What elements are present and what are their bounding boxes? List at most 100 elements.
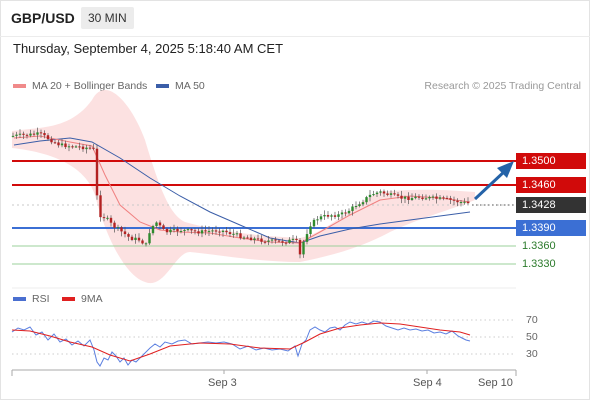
candle-body bbox=[382, 191, 386, 194]
candle-body bbox=[267, 240, 270, 242]
candle-body bbox=[60, 143, 64, 146]
candle-body bbox=[291, 238, 295, 240]
candle-body bbox=[277, 240, 281, 242]
candle-body bbox=[379, 191, 382, 193]
candle-body bbox=[92, 147, 95, 149]
candle-body bbox=[113, 222, 116, 228]
candle-body bbox=[120, 227, 123, 232]
legend-rsi-label: RSI bbox=[32, 293, 50, 305]
candle-body bbox=[256, 238, 260, 240]
price-candles bbox=[11, 127, 470, 259]
candle-body bbox=[298, 239, 302, 255]
candle-body bbox=[386, 193, 389, 195]
candle-body bbox=[32, 133, 36, 135]
candle-body bbox=[228, 232, 232, 235]
candle-body bbox=[235, 233, 239, 235]
candle-body bbox=[249, 237, 253, 241]
level-tag-s2: 1.3360 bbox=[522, 240, 556, 252]
candle-body bbox=[456, 200, 459, 203]
candle-body bbox=[204, 230, 207, 232]
rsi-label-50: 50 bbox=[526, 331, 538, 343]
candle-body bbox=[225, 230, 228, 233]
candle-body bbox=[25, 134, 29, 136]
candle-body bbox=[193, 230, 197, 232]
candle-body bbox=[372, 194, 375, 196]
candle-body bbox=[463, 201, 466, 203]
candle-body bbox=[319, 216, 323, 220]
candle-body bbox=[435, 196, 438, 199]
candle-body bbox=[253, 238, 256, 241]
candle-body bbox=[393, 193, 396, 195]
level-tag-r2: 1.3500 bbox=[516, 153, 586, 169]
candle-body bbox=[190, 229, 193, 231]
candle-body bbox=[151, 225, 155, 234]
candle-body bbox=[162, 225, 165, 229]
rsi-label-30: 30 bbox=[526, 348, 538, 360]
candle-body bbox=[389, 193, 393, 195]
candle-body bbox=[354, 206, 358, 208]
candle-body bbox=[155, 222, 158, 226]
forecast-arrow-icon bbox=[473, 161, 514, 201]
candle-body bbox=[134, 237, 137, 240]
candle-body bbox=[22, 133, 25, 135]
candle-body bbox=[99, 195, 102, 218]
candle-body bbox=[347, 210, 351, 214]
research-credit: Research © 2025 Trading Central bbox=[424, 80, 581, 92]
candle-body bbox=[424, 198, 428, 200]
candle-body bbox=[452, 199, 456, 201]
rsi-swatch-icon bbox=[13, 297, 26, 301]
timeframe-badge[interactable]: 30 MIN bbox=[81, 7, 134, 29]
candle-body bbox=[368, 194, 372, 198]
ma20-line bbox=[13, 135, 471, 244]
candle-body bbox=[400, 195, 403, 199]
candle-body bbox=[305, 234, 309, 242]
candle-body bbox=[144, 243, 148, 245]
rsi-ma-swatch-icon bbox=[62, 297, 75, 301]
candle-body bbox=[116, 227, 120, 229]
x-label-sep4: Sep 4 bbox=[413, 377, 442, 389]
candle-body bbox=[232, 233, 235, 235]
candle-body bbox=[302, 241, 305, 255]
candle-body bbox=[466, 201, 470, 204]
level-tag-s1: 1.3390 bbox=[516, 220, 586, 236]
candle-body bbox=[11, 135, 15, 137]
candle-body bbox=[158, 222, 162, 226]
candle-body bbox=[169, 229, 172, 233]
candle-body bbox=[421, 197, 424, 200]
candle-body bbox=[312, 219, 316, 227]
candle-body bbox=[179, 230, 183, 232]
candle-body bbox=[88, 147, 92, 149]
candle-body bbox=[459, 202, 463, 204]
candle-body bbox=[43, 133, 46, 136]
candle-body bbox=[340, 212, 344, 215]
candle-body bbox=[127, 234, 130, 237]
candle-body bbox=[365, 197, 368, 203]
bollinger-band bbox=[12, 89, 475, 284]
legend-ma50: MA 50 bbox=[156, 80, 205, 92]
candle-body bbox=[358, 204, 361, 207]
candle-body bbox=[123, 231, 127, 235]
candle-body bbox=[74, 146, 78, 148]
candle-body bbox=[361, 202, 365, 205]
candle-body bbox=[106, 217, 109, 219]
candle-body bbox=[67, 146, 71, 148]
candle-body bbox=[239, 233, 242, 239]
candle-body bbox=[211, 230, 214, 232]
candle-body bbox=[165, 228, 169, 233]
candle-body bbox=[428, 196, 431, 199]
candle-body bbox=[337, 214, 340, 217]
chart-header: GBP/USD 30 MIN bbox=[0, 0, 590, 37]
candle-body bbox=[141, 240, 144, 244]
candle-body bbox=[281, 241, 284, 243]
candle-body bbox=[403, 196, 407, 199]
candle-body bbox=[246, 237, 249, 239]
candle-body bbox=[102, 217, 106, 219]
candle-body bbox=[242, 237, 246, 239]
legend-ma20-label: MA 20 + Bollinger Bands bbox=[32, 80, 148, 92]
current-price-tag: 1.3428 bbox=[516, 197, 586, 213]
legend-rsi-ma-label: 9MA bbox=[81, 293, 103, 305]
ma20-swatch-icon bbox=[13, 84, 26, 88]
ma50-line bbox=[13, 137, 471, 244]
chart-datetime: Thursday, September 4, 2025 5:18:40 AM C… bbox=[13, 41, 284, 56]
